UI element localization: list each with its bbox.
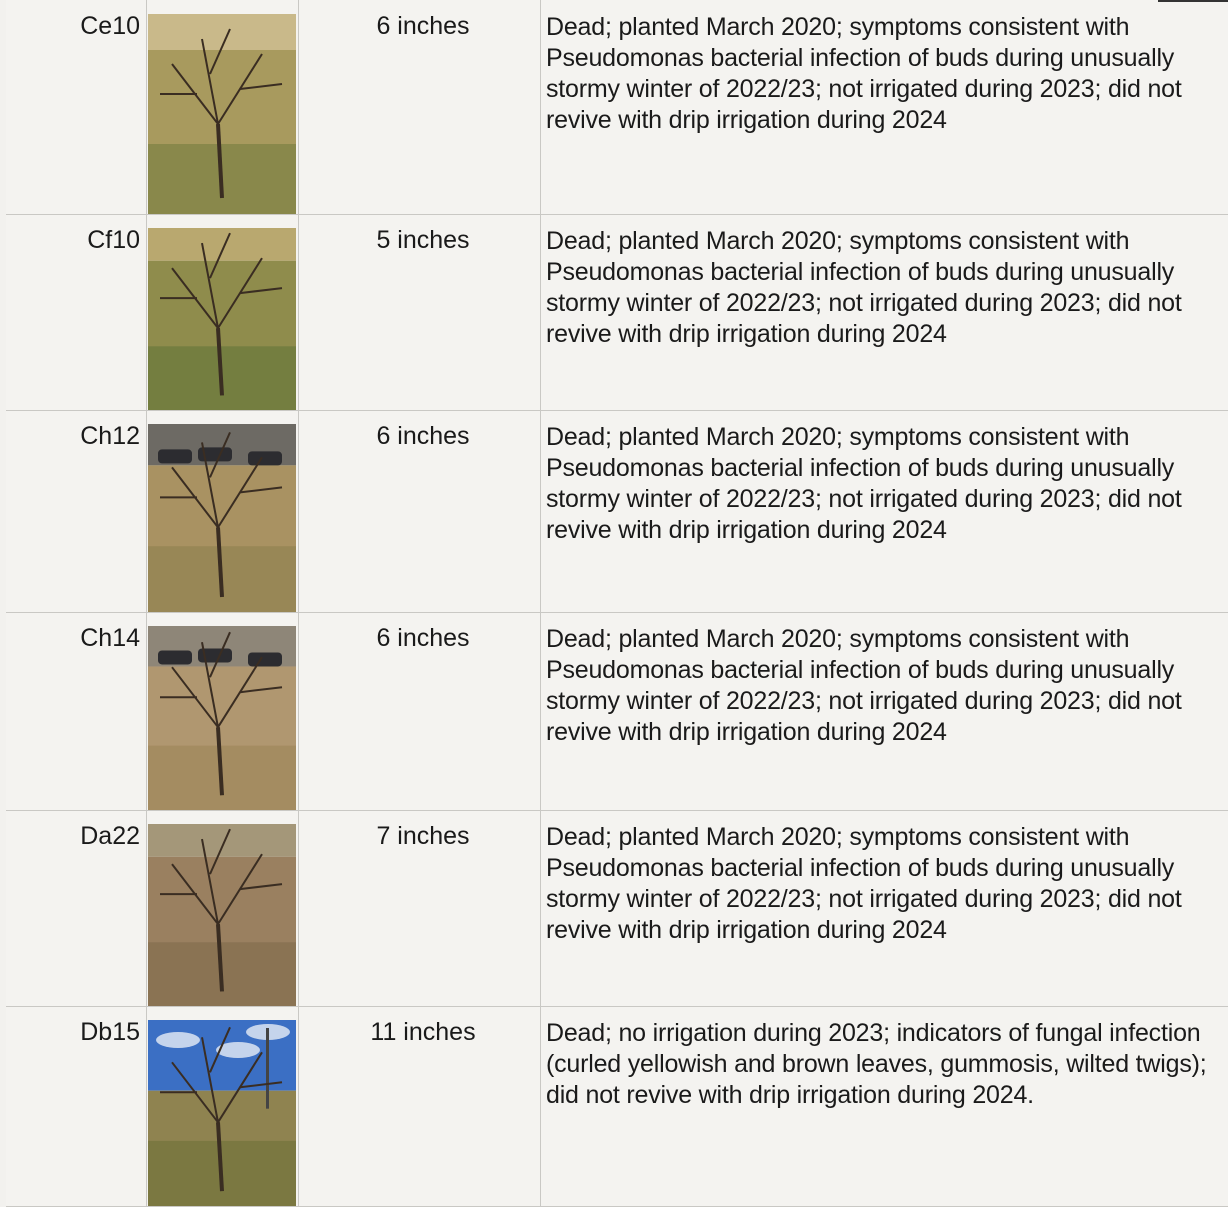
dead-tree-green-grass-photo [148, 228, 296, 410]
condition-notes: Dead; planted March 2020; symptoms consi… [546, 823, 1182, 944]
trunk-diameter: 11 inches [370, 1018, 476, 1046]
dead-tree-parking-lot-photo [148, 424, 296, 612]
condition-notes: Dead; planted March 2020; symptoms consi… [546, 423, 1182, 544]
dead-tree-blue-sky-photo [148, 1020, 296, 1206]
tree-id: Ce10 [80, 12, 140, 40]
trunk-diameter: 5 inches [376, 226, 470, 254]
dead-tree-mulch-photo [148, 626, 296, 810]
table-row: Ch14 6 inches Dead; planted March 2020; sy… [6, 612, 1228, 811]
table-row: Ce10 6 inches Dead; planted March 2020; sy… [6, 0, 1228, 215]
table-row: Cf10 5 inches Dead; planted March 2020; sy… [6, 214, 1228, 411]
dead-tree-wood-chips-photo [148, 824, 296, 1006]
trunk-diameter: 6 inches [376, 12, 470, 40]
table-row: Db15 11 inches Dead; no irrigation during … [6, 1006, 1228, 1207]
table-row: Ch12 6 inches Dead; planted March 2020; sy… [6, 410, 1228, 613]
page-edge-mark [1158, 0, 1228, 2]
tree-id: Ch14 [80, 624, 140, 652]
condition-notes: Dead; planted March 2020; symptoms consi… [546, 227, 1182, 348]
dead-tree-dry-grass-photo [148, 14, 296, 214]
column-divider [298, 0, 299, 1206]
table-row: Da22 7 inches Dead; planted March 2020; sy… [6, 810, 1228, 1007]
tree-id: Db15 [80, 1018, 140, 1046]
tree-id: Cf10 [87, 226, 140, 254]
trunk-diameter: 7 inches [376, 822, 470, 850]
column-divider [146, 0, 147, 1206]
condition-notes: Dead; planted March 2020; symptoms consi… [546, 13, 1182, 134]
tree-status-table: Ce10 6 inches Dead; planted March 2020; sy… [6, 0, 1228, 1207]
trunk-diameter: 6 inches [376, 422, 470, 450]
column-divider [540, 0, 541, 1206]
trunk-diameter: 6 inches [376, 624, 470, 652]
condition-notes: Dead; planted March 2020; symptoms consi… [546, 625, 1182, 746]
tree-id: Ch12 [80, 422, 140, 450]
tree-id: Da22 [80, 822, 140, 850]
condition-notes: Dead; no irrigation during 2023; indicat… [546, 1019, 1207, 1109]
